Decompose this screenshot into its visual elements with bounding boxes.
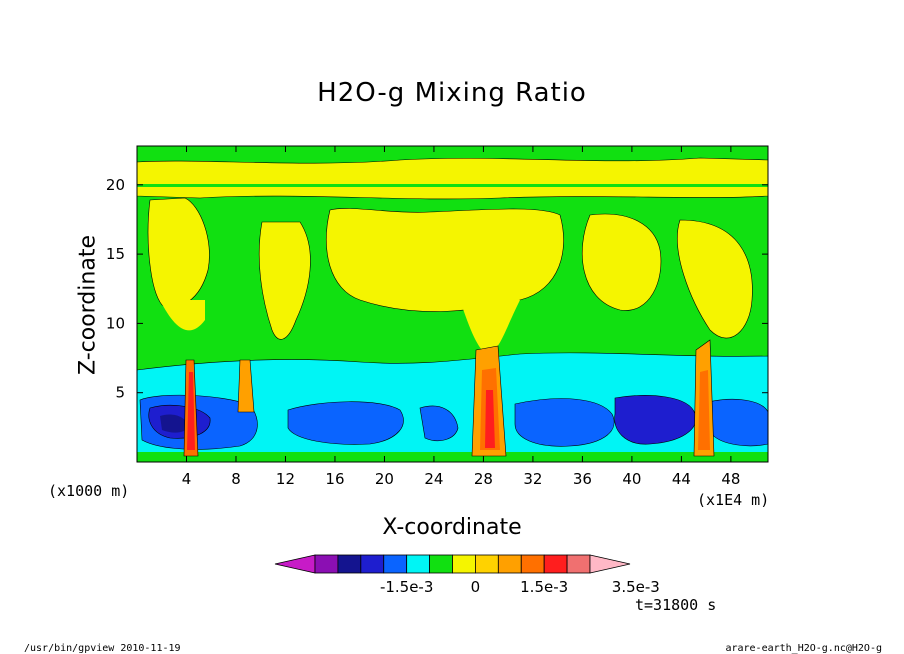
x-axis-label: X-coordinate: [382, 515, 522, 540]
x-tick-label: 32: [523, 470, 542, 488]
contour-field: [137, 146, 768, 462]
colorbar-label: 3.5e-3: [612, 578, 660, 596]
colorbar-segment: [360, 554, 385, 574]
y-axis-label: Z-coordinate: [75, 235, 101, 375]
yellow-plume: [325, 208, 564, 312]
time-label: t=31800 s: [635, 596, 717, 614]
colorbar-segment: [497, 554, 522, 574]
x-tick-label: 48: [721, 470, 740, 488]
blue-cell: [419, 405, 459, 441]
x-tick-label: 36: [573, 470, 592, 488]
colorbar-segment: [314, 554, 339, 574]
blue-cell: [514, 398, 615, 447]
colorbar: -1.5e-3 0 1.5e-3 3.5e-3: [274, 554, 660, 596]
upper-yellow-band: [137, 157, 768, 200]
plot-frame: [136, 145, 769, 463]
colorbar-label: 0: [471, 578, 481, 596]
convective-core: [187, 372, 195, 450]
x-tick-label: 16: [325, 470, 344, 488]
darkest-cell: [160, 414, 188, 433]
colorbar-segment: [406, 554, 430, 574]
colorbar-label: -1.5e-3: [380, 578, 433, 596]
colorbar-segment: [429, 554, 453, 574]
colorbar-segment: [520, 554, 545, 574]
blue-cell: [614, 395, 697, 445]
x-axis: 4 8 12 16 20 24 28 32 36 40 44 48: [182, 146, 740, 488]
x-tick-label: 28: [474, 470, 493, 488]
x-tick-label: 40: [622, 470, 641, 488]
blue-cell: [287, 401, 404, 445]
x-tick-label: 12: [276, 470, 295, 488]
colorbar-segment: [475, 554, 499, 574]
x-unit-right: (x1E4 m): [697, 491, 770, 509]
colorbar-high-arrow: [589, 554, 631, 574]
upper-green-line: [137, 184, 768, 187]
colorbar-segment: [543, 554, 568, 574]
colorbar-segment: [337, 554, 362, 574]
colorbar-segment: [383, 554, 408, 574]
y-tick-label: 15: [106, 245, 125, 263]
x-tick-label: 24: [424, 470, 443, 488]
y-axis: 5 10 15 20: [106, 176, 768, 402]
chart-title: H2O-g Mixing Ratio: [317, 78, 587, 108]
yellow-plume: [581, 213, 662, 311]
convective-core: [485, 390, 495, 448]
y-tick-label: 10: [106, 314, 125, 332]
bottom-strip: [137, 452, 768, 462]
convective-core: [698, 370, 710, 450]
x-tick-label: 20: [375, 470, 394, 488]
yellow-plume: [258, 221, 311, 340]
convective-tower: [237, 359, 255, 413]
y-tick-label: 5: [115, 384, 125, 402]
yellow-plume: [677, 219, 753, 339]
colorbar-segment: [566, 554, 591, 574]
footer-left: /usr/bin/gpview 2010-11-19: [24, 643, 181, 654]
x-tick-label: 8: [231, 470, 241, 488]
x-tick-label: 44: [672, 470, 691, 488]
x-unit-left: (x1000 m): [48, 482, 130, 500]
blue-cell: [707, 398, 768, 447]
footer-right: arare-earth_H2O-g.nc@H2O-g: [725, 643, 882, 654]
colorbar-label: 1.5e-3: [520, 578, 568, 596]
y-tick-label: 20: [106, 176, 125, 194]
yellow-plume: [160, 300, 205, 331]
x-tick-label: 4: [182, 470, 192, 488]
colorbar-segment: [452, 554, 476, 574]
colorbar-low-arrow: [274, 554, 316, 574]
yellow-plume: [460, 300, 520, 355]
